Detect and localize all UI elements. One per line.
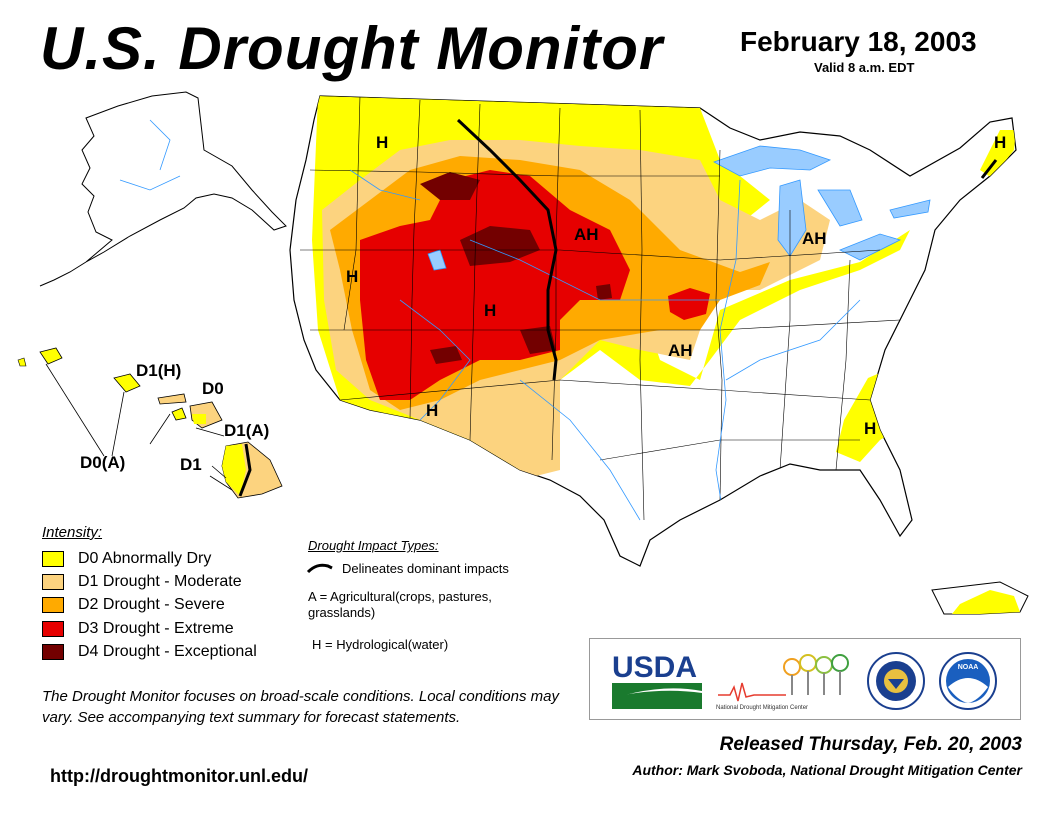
- impact-agricultural: A = Agricultural(crops, pastures, grassl…: [308, 589, 492, 620]
- conus-map: [289, 95, 1017, 567]
- lanai: [171, 407, 187, 421]
- legend-item-d0: D0 Abnormally Dry: [42, 549, 211, 569]
- d4-area-2: [460, 226, 540, 266]
- impact-line-sample: [306, 563, 333, 574]
- noaa-logo-text: NOAA: [958, 664, 979, 671]
- legend-item-d3: D3 Drought - Extreme: [42, 619, 234, 639]
- legend-swatch-d3: [42, 621, 64, 637]
- legend-swatch-d0: [42, 551, 64, 567]
- label-h-washington: H: [376, 133, 388, 152]
- legend-swatch-d2: [42, 597, 64, 613]
- legend-item-d4: D4 Drought - Exceptional: [42, 642, 257, 662]
- impact-delineation-line: [456, 118, 558, 381]
- impact-line-description: Delineates dominant impacts: [342, 561, 509, 576]
- d0-area-maine: [980, 130, 1016, 178]
- valid-time: Valid 8 a.m. EDT: [814, 60, 915, 75]
- usda-logo: USDA: [612, 651, 702, 709]
- state-boundaries: [300, 96, 901, 521]
- d4-area-5: [596, 284, 612, 300]
- d4-area-3: [520, 326, 556, 354]
- noaa-logo-icon: NOAA: [939, 652, 997, 710]
- hawaii: [17, 347, 283, 499]
- page-title: U.S. Drought Monitor: [40, 15, 664, 82]
- maui-d0: [192, 414, 206, 424]
- oahu: [113, 373, 141, 393]
- hawaii-impact-line: [238, 443, 252, 497]
- department-of-commerce-seal-icon: [867, 652, 925, 710]
- d4-area-4: [430, 346, 462, 364]
- ndmc-logo: National Drought Mitigation Center: [716, 654, 849, 711]
- rivers: [349, 169, 861, 521]
- legend-swatch-d4: [42, 644, 64, 660]
- label-hawaii-d0: D0: [202, 379, 224, 398]
- label-ah-dakotas: AH: [574, 225, 599, 244]
- label-h-arizona: H: [426, 401, 438, 420]
- label-ah-kansas: AH: [668, 341, 693, 360]
- region-labels: H H AH AH H H AH H H D1(H) D0 D1(A) D0(A…: [80, 133, 1006, 474]
- label-h-maine: H: [994, 133, 1006, 152]
- label-hawaii-d1h: D1(H): [136, 361, 181, 380]
- legend-label-d4: D4 Drought - Exceptional: [78, 643, 257, 660]
- lake-superior: [713, 145, 832, 177]
- lake-huron: [817, 189, 863, 227]
- release-date: Released Thursday, Feb. 20, 2003: [719, 734, 1022, 755]
- label-hawaii-d0a: D0(A): [80, 453, 125, 472]
- legend-swatch-d1: [42, 574, 64, 590]
- alaska-outline: [39, 91, 287, 287]
- lake-michigan: [777, 179, 807, 257]
- legend-label-d3: D3 Drought - Extreme: [78, 620, 234, 637]
- label-ah-michigan: AH: [802, 229, 827, 248]
- label-hawaii-d1a: D1(A): [224, 421, 269, 440]
- logos-graphic: USDA National Drought Mitigation Center …: [612, 651, 997, 711]
- hawaii-leader-lines: [45, 363, 233, 491]
- legend-item-d1: D1 Drought - Moderate: [42, 572, 242, 592]
- d4-area-1: [420, 172, 480, 200]
- molokai: [157, 393, 187, 405]
- lake-erie: [839, 233, 902, 261]
- impact-hydrological: H = Hydrological(water): [312, 637, 449, 652]
- puerto-rico: [931, 581, 1029, 615]
- impact-types-title: Drought Impact Types:: [308, 538, 439, 553]
- big-island-d0: [222, 444, 246, 496]
- label-h-oregon: H: [346, 267, 358, 286]
- kauai: [39, 347, 63, 365]
- legend-title: Intensity:: [42, 524, 103, 541]
- partner-logos: USDA National Drought Mitigation Center …: [589, 638, 1021, 720]
- d3-area-plains: [668, 288, 710, 320]
- legend-label-d2: D2 Drought - Severe: [78, 596, 225, 613]
- impact-line-maine: [980, 159, 998, 179]
- website-url[interactable]: http://droughtmonitor.unl.edu/: [50, 766, 308, 786]
- ndmc-logo-text: National Drought Mitigation Center: [716, 705, 808, 711]
- map-date: February 18, 2003: [740, 26, 977, 57]
- label-hawaii-d1: D1: [180, 455, 202, 474]
- lake-ontario: [889, 199, 931, 219]
- disclaimer-text: The Drought Monitor focuses on broad-sca…: [42, 688, 559, 726]
- great-salt-lake: [427, 249, 447, 271]
- label-h-utah: H: [484, 301, 496, 320]
- legend-label-d1: D1 Drought - Moderate: [78, 573, 242, 590]
- usda-logo-text: USDA: [612, 651, 697, 684]
- legend-item-d2: D2 Drought - Severe: [42, 595, 225, 615]
- author-credit: Author: Mark Svoboda, National Drought M…: [632, 762, 1022, 778]
- label-h-carolina: H: [864, 419, 876, 438]
- legend-label-d0: D0 Abnormally Dry: [78, 550, 212, 567]
- niihau: [17, 357, 27, 367]
- d3-area-west: [360, 170, 630, 400]
